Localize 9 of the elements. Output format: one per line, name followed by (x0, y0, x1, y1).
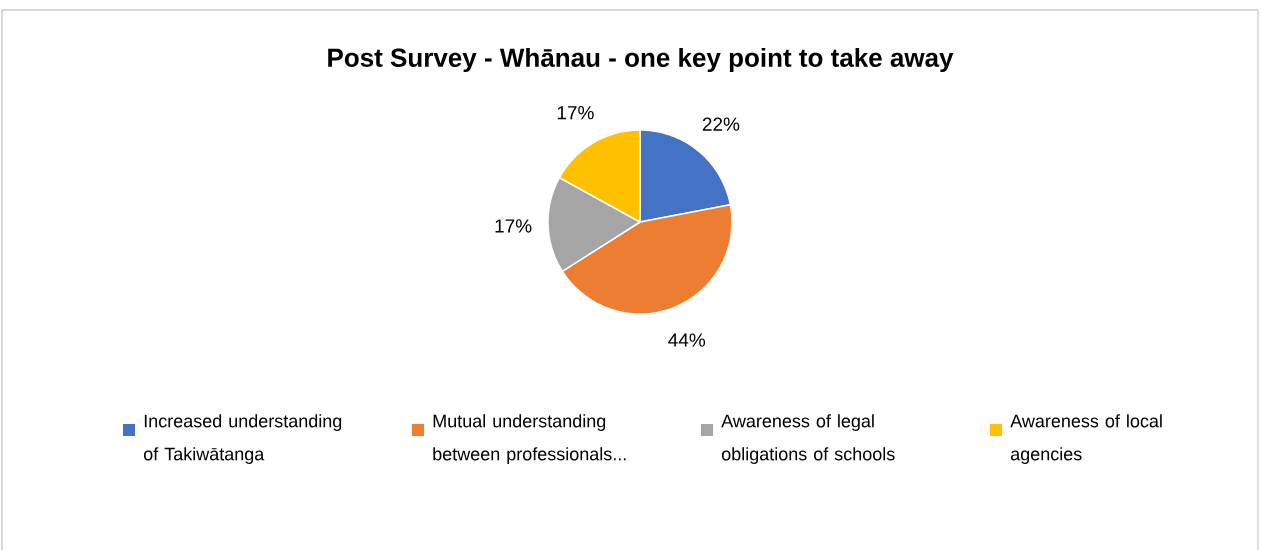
legend-label: Awareness of local agencies (1010, 414, 1162, 464)
data-label: 17% (495, 219, 532, 233)
chart-title: Post Survey - Whānau - one key point to take away (328, 47, 954, 73)
legend-label: Increased understanding of Takiwātanga (143, 414, 342, 464)
legend-label: Mutual understanding between professionals... (433, 414, 626, 464)
data-label: 17% (557, 106, 594, 120)
legend-label: Awareness of legal obligations of schools (721, 414, 895, 464)
data-label: 22% (702, 117, 740, 131)
data-label: 44% (668, 333, 706, 347)
